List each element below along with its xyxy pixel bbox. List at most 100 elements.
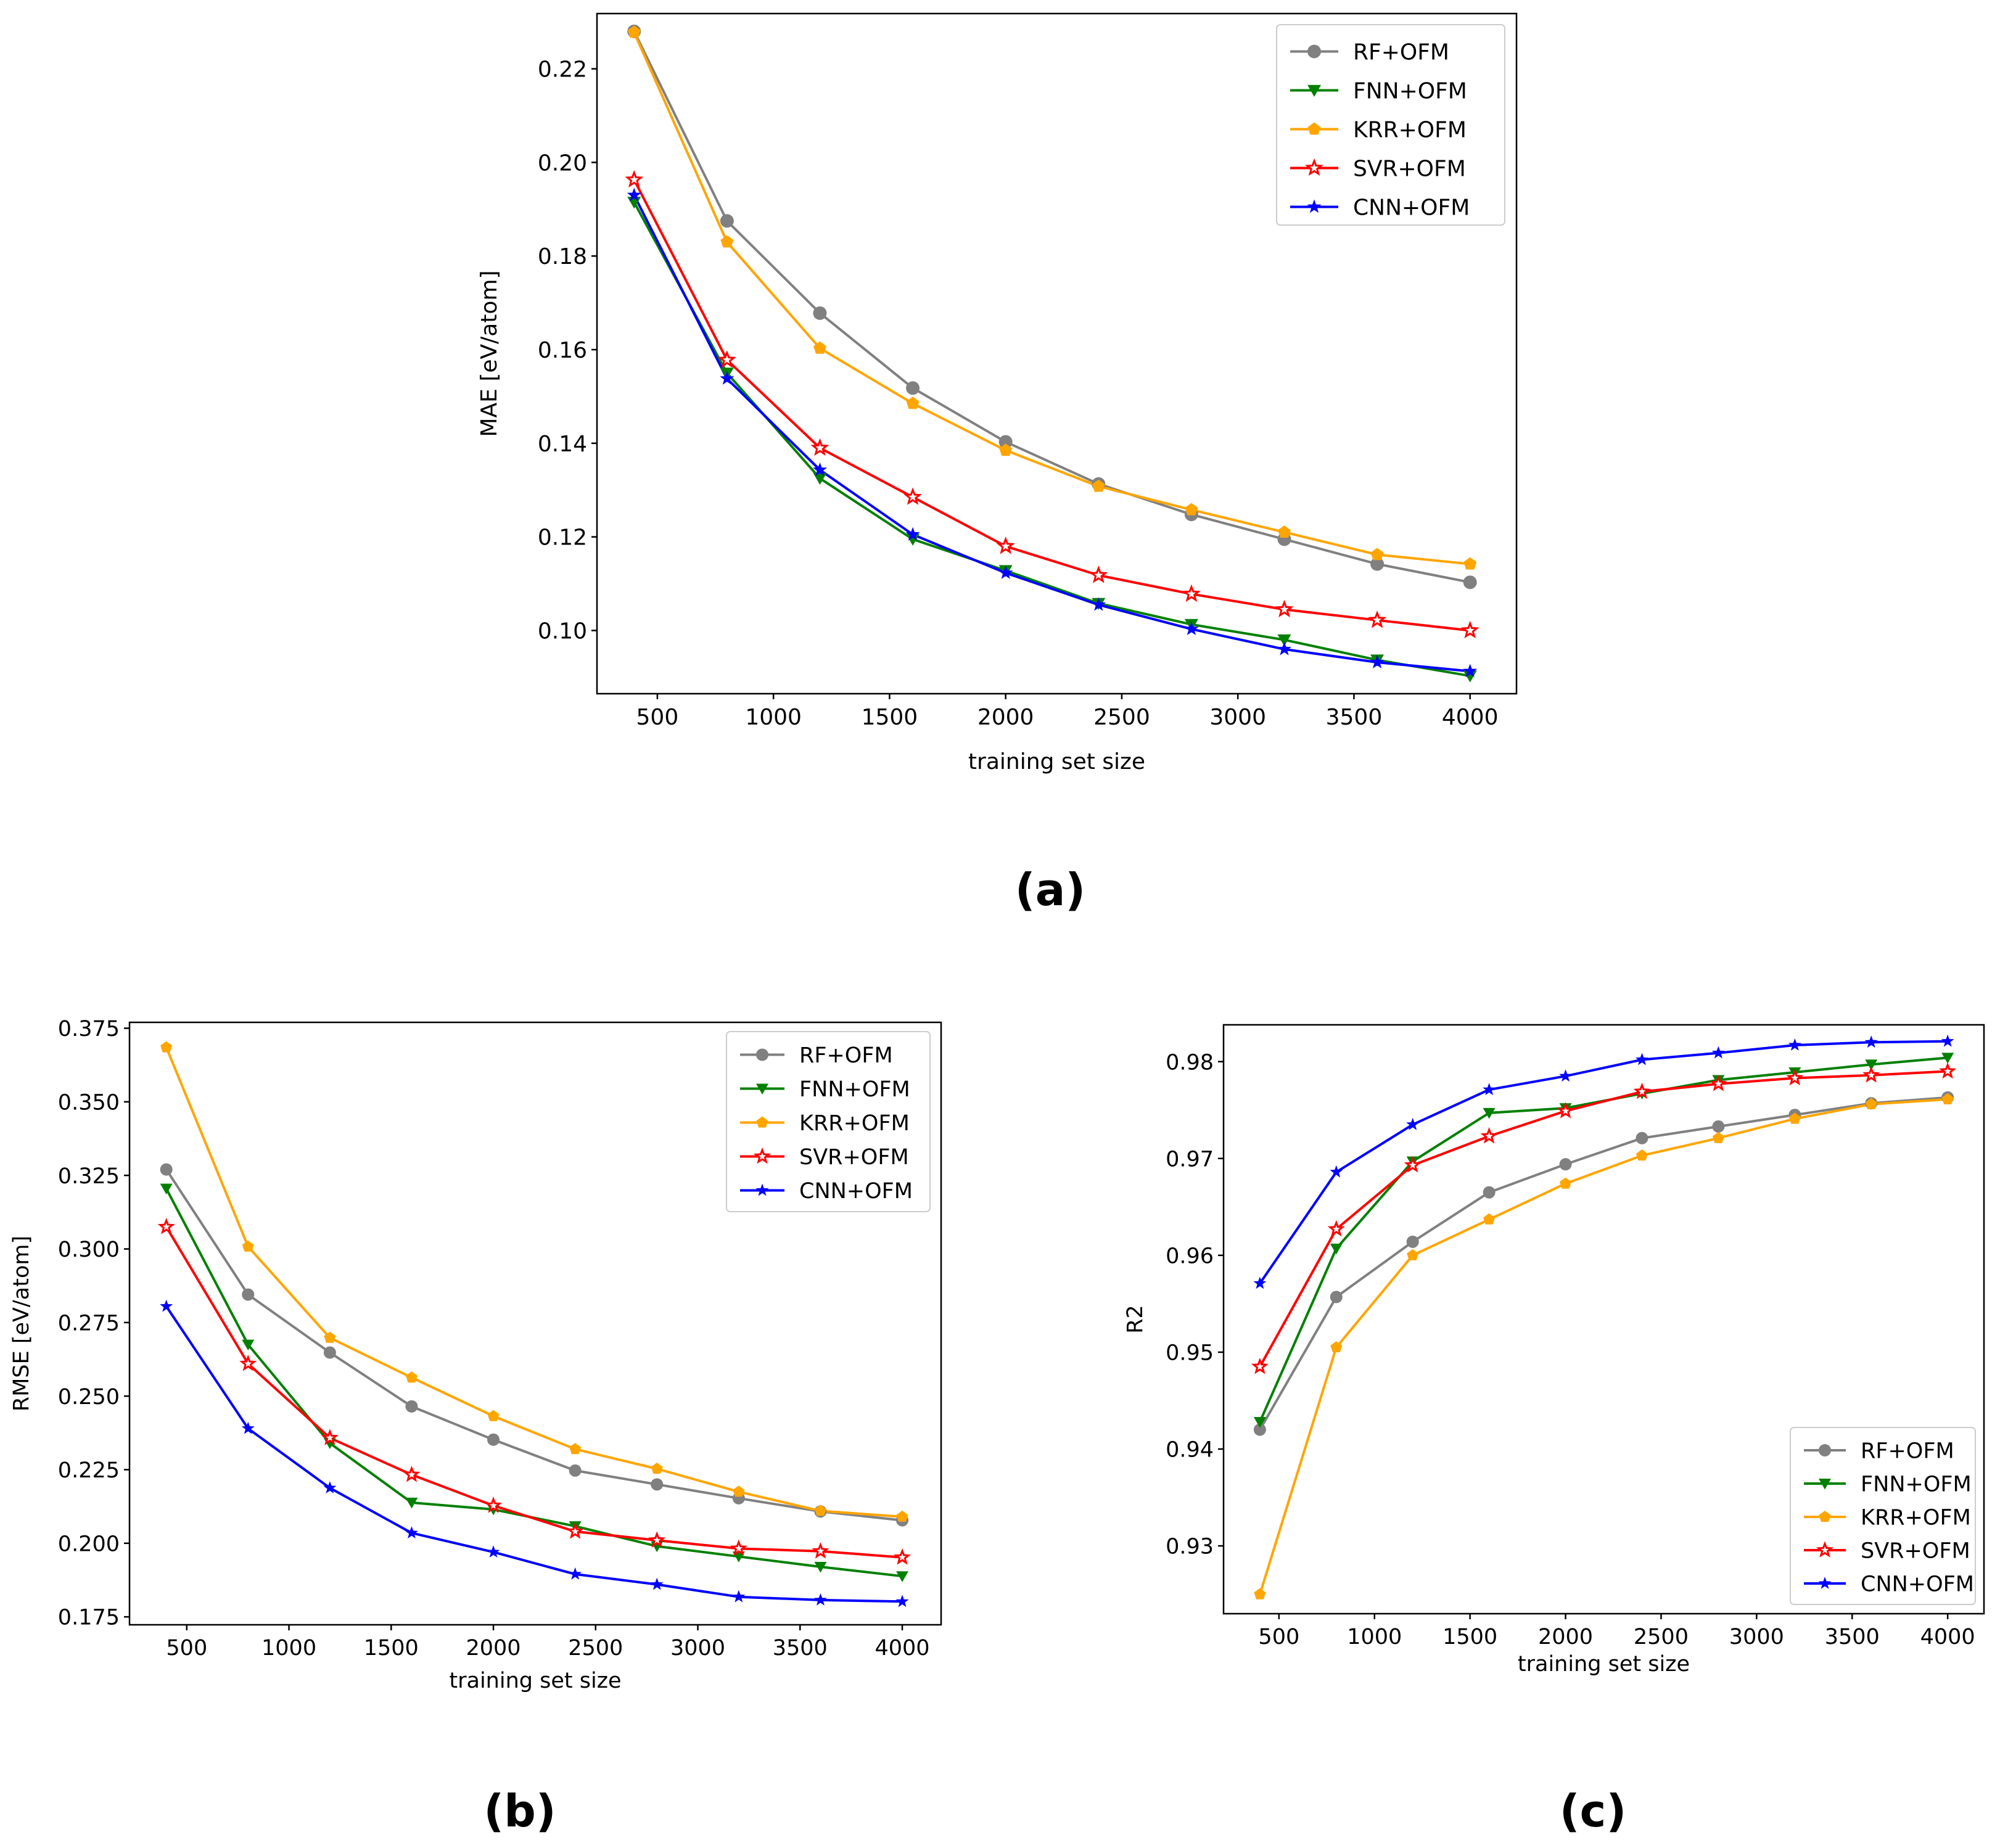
panel-c-y-tick-label: 0.97 <box>1166 1147 1214 1172</box>
panel-c-point-cnn-ofm-800 <box>1330 1165 1343 1178</box>
panel-a-point-svr-ofm-1200 <box>810 438 829 456</box>
panel-b-x-tick-label: 2500 <box>568 1636 623 1661</box>
panel-b-x-tick-label: 2000 <box>466 1636 521 1661</box>
panel-b-point-cnn-ofm-3600 <box>814 1593 827 1606</box>
panel-c-point-rf-ofm-1600 <box>1483 1186 1496 1199</box>
panel-a-legend-marker-rf-ofm <box>1307 44 1321 59</box>
panel-b-x-axis-label: training set size <box>449 1669 621 1693</box>
panel-b-y-tick-label: 0.250 <box>58 1385 120 1410</box>
panel-c-x-tick-label: 4000 <box>1920 1625 1975 1649</box>
panel-a-point-svr-ofm-4000 <box>1460 620 1479 639</box>
panel-a-x-tick-label: 1500 <box>862 705 918 730</box>
panel-b-x-tick-label: 1000 <box>261 1636 316 1661</box>
panel-c-x-tick-label: 3000 <box>1729 1625 1784 1649</box>
panel-b-point-svr-ofm-2400 <box>566 1522 584 1539</box>
panel-c-point-fnn-ofm-400 <box>1253 1416 1266 1428</box>
panel-c-legend-marker-cnn-ofm <box>1818 1577 1832 1589</box>
panel-a-legend-label-fnn-ofm: FNN+OFM <box>1353 78 1467 104</box>
panel-a-point-svr-ofm-1600 <box>903 487 922 505</box>
panel-a-y-tick-label: 0.16 <box>538 338 587 363</box>
panel-a-point-cnn-ofm-2800 <box>1184 622 1199 635</box>
panel-c-legend-box <box>1790 1427 1976 1605</box>
panel-c-point-krr-ofm-400 <box>1254 1588 1266 1600</box>
panel-a-point-rf-ofm-2000 <box>998 435 1013 449</box>
panel-c-axes-frame <box>1222 1024 1985 1615</box>
caption-c: (c) <box>1560 1785 1627 1837</box>
panel-a-point-krr-ofm-400 <box>627 25 641 38</box>
panel-c-point-cnn-ofm-3200 <box>1788 1038 1801 1051</box>
panel-c-legend-label-svr-ofm: SVR+OFM <box>1861 1539 1970 1564</box>
panel-b-line-rf-ofm <box>165 1168 903 1522</box>
panel-b-x-tick-label: 1500 <box>364 1636 419 1661</box>
panel-b-line-svr-ofm <box>165 1226 903 1559</box>
panel-a-x-tick-label: 3500 <box>1326 705 1383 730</box>
panel-a-point-cnn-ofm-800 <box>720 371 735 385</box>
panel-c-point-svr-ofm-800 <box>1327 1220 1345 1237</box>
panel-c-point-fnn-ofm-3600 <box>1865 1059 1878 1070</box>
panel-a-x-tick-label: 500 <box>636 705 679 730</box>
panel-c-point-rf-ofm-2400 <box>1636 1131 1648 1144</box>
panel-c-y-tick-label: 0.94 <box>1166 1438 1214 1463</box>
panel-b-point-svr-ofm-800 <box>239 1354 257 1371</box>
panel-b-y-tick-label: 0.350 <box>58 1090 120 1115</box>
panel-c-point-cnn-ofm-4000 <box>1941 1034 1954 1047</box>
panel-c-point-rf-ofm-800 <box>1330 1291 1343 1304</box>
panel-b-legend-marker-fnn-ofm <box>756 1083 768 1094</box>
panel-a-x-tick-label: 2500 <box>1093 705 1150 730</box>
panel-b-x-tick-label: 500 <box>166 1636 207 1661</box>
panel-c-y-tick-label: 0.98 <box>1166 1050 1214 1075</box>
panel-c-legend-label-cnn-ofm: CNN+OFM <box>1861 1572 1974 1597</box>
panel-c-legend-label-fnn-ofm: FNN+OFM <box>1861 1472 1972 1497</box>
panel-c-legend-marker-rf-ofm <box>1819 1444 1831 1456</box>
panel-c-point-cnn-ofm-3600 <box>1864 1035 1878 1048</box>
panel-a-legend-label-cnn-ofm: CNN+OFM <box>1353 195 1470 220</box>
panel-b-point-fnn-ofm-1600 <box>405 1497 418 1509</box>
panel-a-point-svr-ofm-3200 <box>1275 599 1294 618</box>
panel-a-point-svr-ofm-2400 <box>1089 565 1108 583</box>
panel-a-point-krr-ofm-2400 <box>1092 479 1105 492</box>
panel-b-legend-label-svr-ofm: SVR+OFM <box>799 1145 909 1170</box>
panel-a-point-rf-ofm-1600 <box>906 381 920 395</box>
panel-b-rmse-chart: 500 1000 1500 2000 2500 3000 3500 4000 0.175 0.20… <box>9 1017 942 1693</box>
panel-b-point-svr-ofm-3600 <box>812 1542 829 1559</box>
panel-a-point-svr-ofm-400 <box>625 170 644 188</box>
panel-c-y-tick-label: 0.95 <box>1166 1341 1214 1366</box>
panel-c-point-svr-ofm-1200 <box>1404 1156 1422 1173</box>
panel-b-legend: RF+OFM FNN+OFM KRR+OFM SVR+OFM CNN+OFM <box>726 1031 931 1212</box>
panel-b-x-tick-label: 3500 <box>773 1636 828 1661</box>
panel-c-point-krr-ofm-4000 <box>1941 1093 1954 1104</box>
panel-b-point-cnn-ofm-1200 <box>323 1481 337 1493</box>
panel-b-legend-label-cnn-ofm: CNN+OFM <box>799 1179 913 1204</box>
panel-c-legend-marker-krr-ofm <box>1819 1511 1831 1522</box>
panel-a-point-svr-ofm-800 <box>718 350 736 368</box>
panel-c-point-cnn-ofm-2400 <box>1636 1053 1648 1066</box>
panel-b-y-axis-label: RMSE [eV/atom] <box>9 1236 34 1411</box>
panel-c-point-krr-ofm-3200 <box>1788 1112 1801 1124</box>
panel-b-point-rf-ofm-2400 <box>569 1464 582 1477</box>
panel-a-line-krr-ofm <box>633 31 1470 565</box>
panel-c-point-svr-ofm-2400 <box>1633 1082 1651 1099</box>
panel-c-x-tick-label: 1000 <box>1347 1625 1402 1649</box>
panel-a-point-fnn-ofm-1200 <box>813 473 827 485</box>
panel-c-point-rf-ofm-1200 <box>1406 1235 1419 1248</box>
panel-a-point-cnn-ofm-3600 <box>1370 655 1385 668</box>
panel-c-x-axis-label: training set size <box>1518 1652 1690 1677</box>
panel-a-x-tick-label: 4000 <box>1442 705 1499 730</box>
panel-c-point-fnn-ofm-800 <box>1330 1243 1343 1255</box>
panel-b-legend-marker-krr-ofm <box>756 1116 768 1128</box>
panel-a-point-krr-ofm-3200 <box>1278 525 1291 538</box>
panel-b-point-cnn-ofm-1600 <box>405 1526 418 1538</box>
panel-b-point-krr-ofm-2800 <box>651 1463 663 1474</box>
panel-c-point-krr-ofm-3600 <box>1865 1098 1877 1109</box>
panel-b-point-svr-ofm-1600 <box>403 1465 421 1482</box>
panel-c-legend-label-krr-ofm: KRR+OFM <box>1861 1506 1971 1530</box>
panel-c-point-svr-ofm-3200 <box>1786 1069 1804 1086</box>
panel-b-point-rf-ofm-800 <box>242 1288 255 1301</box>
panel-b-point-svr-ofm-2000 <box>485 1497 502 1513</box>
panel-a-legend-marker-fnn-ofm <box>1307 84 1321 97</box>
panel-c-point-fnn-ofm-4000 <box>1941 1053 1954 1064</box>
panel-a-line-svr-ofm <box>633 179 1470 632</box>
panel-b-point-krr-ofm-400 <box>160 1041 173 1053</box>
panel-a-y-axis-label: MAE [eV/atom] <box>477 270 502 437</box>
